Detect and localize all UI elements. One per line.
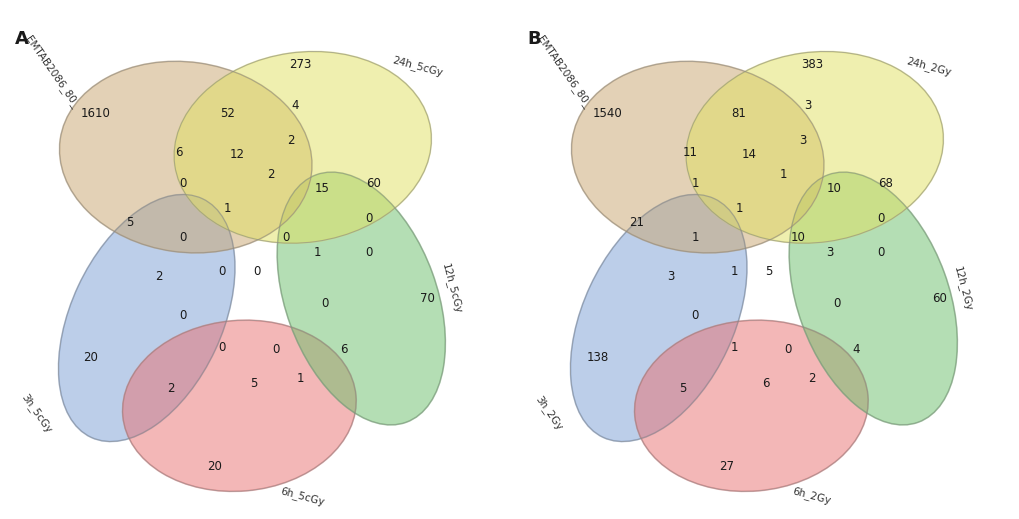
- Text: 4: 4: [852, 343, 859, 356]
- Text: 60: 60: [930, 292, 946, 305]
- Text: 3: 3: [666, 270, 674, 283]
- Text: 383: 383: [801, 58, 822, 71]
- Ellipse shape: [277, 172, 445, 425]
- Text: 24h_5cGy: 24h_5cGy: [390, 55, 443, 79]
- Ellipse shape: [174, 51, 431, 243]
- Text: 81: 81: [731, 107, 746, 120]
- Text: 68: 68: [877, 177, 892, 190]
- Text: 3: 3: [825, 245, 833, 258]
- Text: 15: 15: [315, 182, 329, 195]
- Ellipse shape: [570, 195, 746, 442]
- Text: 1: 1: [730, 265, 738, 278]
- Text: 14: 14: [741, 148, 756, 161]
- Text: 5: 5: [764, 265, 771, 278]
- Ellipse shape: [686, 51, 943, 243]
- Text: 10: 10: [826, 182, 841, 195]
- Text: 1: 1: [730, 341, 738, 354]
- Text: 3h_5cGy: 3h_5cGy: [19, 391, 54, 435]
- Text: 0: 0: [876, 245, 883, 258]
- Text: 70: 70: [419, 292, 434, 305]
- Text: 12h_5cGy: 12h_5cGy: [439, 262, 463, 315]
- Text: 0: 0: [179, 177, 186, 190]
- Text: 27: 27: [718, 460, 734, 473]
- Text: 1: 1: [313, 245, 321, 258]
- Text: 5: 5: [126, 216, 133, 229]
- Text: 2: 2: [155, 270, 162, 283]
- Text: EMTAB2086_80_: EMTAB2086_80_: [534, 34, 592, 110]
- Text: 1: 1: [297, 373, 304, 386]
- Text: 20: 20: [207, 460, 222, 473]
- Text: 12: 12: [229, 148, 245, 161]
- Text: 2: 2: [267, 168, 274, 181]
- Text: 12h_2Gy: 12h_2Gy: [952, 265, 974, 312]
- Text: 0: 0: [253, 265, 260, 278]
- Text: 3h_2Gy: 3h_2Gy: [533, 394, 565, 432]
- Text: 4: 4: [291, 100, 299, 113]
- Text: 1: 1: [779, 168, 786, 181]
- Text: 273: 273: [288, 58, 311, 71]
- Text: 2: 2: [808, 373, 815, 386]
- Text: 6h_5cGy: 6h_5cGy: [279, 486, 325, 508]
- Text: 5: 5: [679, 382, 686, 395]
- Text: 0: 0: [691, 309, 698, 322]
- Ellipse shape: [571, 61, 823, 253]
- Text: 0: 0: [179, 231, 186, 244]
- Text: 1: 1: [735, 202, 742, 215]
- Text: A: A: [15, 30, 29, 48]
- Text: 2: 2: [286, 133, 294, 146]
- Text: 52: 52: [219, 107, 234, 120]
- Text: 1: 1: [223, 202, 230, 215]
- Text: 0: 0: [833, 297, 840, 310]
- Text: EMTAB2086_80_: EMTAB2086_80_: [22, 34, 81, 110]
- Text: 138: 138: [586, 350, 608, 363]
- Ellipse shape: [59, 61, 312, 253]
- Text: 24h_2Gy: 24h_2Gy: [905, 56, 952, 78]
- Text: 6h_2Gy: 6h_2Gy: [791, 486, 832, 507]
- Text: 1610: 1610: [81, 107, 110, 120]
- Text: 2: 2: [167, 382, 174, 395]
- Text: 3: 3: [798, 133, 805, 146]
- Text: 0: 0: [784, 343, 791, 356]
- Text: B: B: [527, 30, 540, 48]
- Text: 6: 6: [340, 343, 347, 356]
- Text: 1: 1: [691, 177, 698, 190]
- Text: 6: 6: [761, 377, 769, 390]
- Text: 0: 0: [281, 231, 289, 244]
- Text: 1540: 1540: [592, 107, 622, 120]
- Text: 11: 11: [683, 146, 697, 159]
- Text: 0: 0: [218, 265, 226, 278]
- Text: 20: 20: [84, 350, 98, 363]
- Text: 0: 0: [218, 341, 226, 354]
- Text: 5: 5: [250, 377, 258, 390]
- Ellipse shape: [634, 320, 867, 491]
- Ellipse shape: [122, 320, 356, 491]
- Text: 6: 6: [174, 146, 182, 159]
- Ellipse shape: [789, 172, 957, 425]
- Text: 3: 3: [803, 100, 810, 113]
- Text: 0: 0: [876, 212, 883, 225]
- Text: 60: 60: [366, 177, 380, 190]
- Ellipse shape: [58, 195, 234, 442]
- Text: 0: 0: [321, 297, 328, 310]
- Text: 1: 1: [691, 231, 698, 244]
- Text: 0: 0: [365, 212, 372, 225]
- Text: 0: 0: [365, 245, 372, 258]
- Text: 0: 0: [179, 309, 186, 322]
- Text: 0: 0: [272, 343, 279, 356]
- Text: 21: 21: [629, 216, 644, 229]
- Text: 10: 10: [790, 231, 804, 244]
